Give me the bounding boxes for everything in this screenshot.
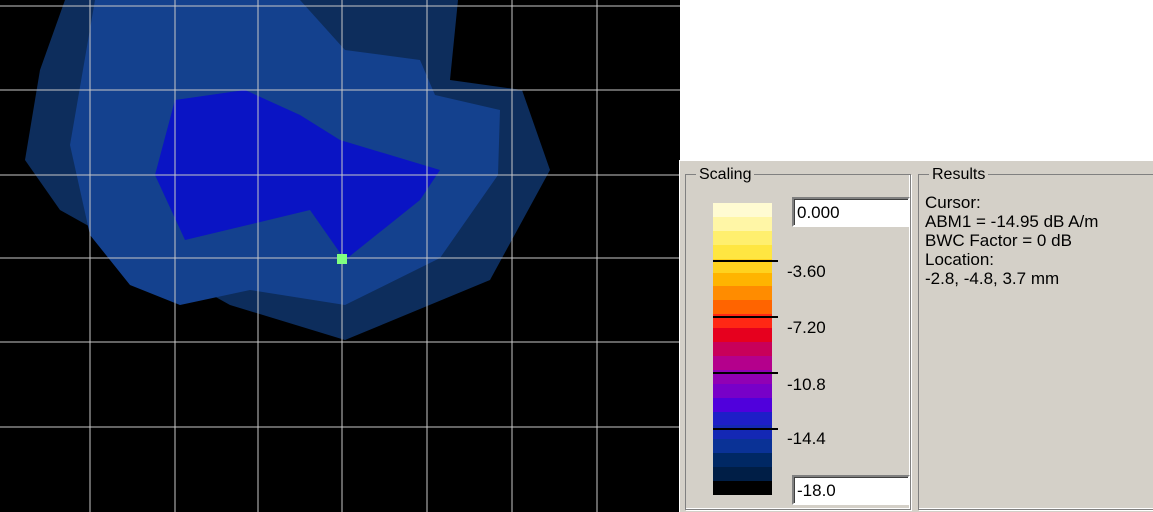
contour-map[interactable] <box>0 0 680 512</box>
results-group: Results Cursor: ABM1 = -14.95 dB A/m BWC… <box>918 166 1153 510</box>
location-value: -2.8, -4.8, 3.7 mm <box>925 269 1060 288</box>
color-scale-bar <box>713 203 772 496</box>
color-scale-tick <box>713 372 778 374</box>
bwc-factor: BWC Factor = 0 dB <box>925 231 1072 250</box>
scale-min-field[interactable]: -18.0 <box>792 475 910 505</box>
location-label: Location: <box>925 250 994 269</box>
color-band <box>713 383 772 399</box>
color-band <box>713 411 772 426</box>
scale-label-2: -7.20 <box>787 318 826 337</box>
scale-label-3: -10.8 <box>787 375 826 394</box>
results-title: Results <box>929 166 989 184</box>
color-band <box>713 342 772 357</box>
scale-label-1: -3.60 <box>787 262 826 281</box>
color-scale-tick <box>713 316 778 318</box>
scaling-title: Scaling <box>696 166 755 184</box>
color-band <box>713 272 772 287</box>
color-band <box>713 397 772 413</box>
color-band <box>713 355 772 371</box>
results-text: Cursor: ABM1 = -14.95 dB A/m BWC Factor … <box>925 193 1098 288</box>
color-scale-tick <box>713 428 778 430</box>
color-band <box>713 258 772 273</box>
color-band <box>713 286 772 301</box>
color-band <box>713 481 772 496</box>
scale-label-4: -14.4 <box>787 429 826 448</box>
color-band <box>713 230 772 246</box>
scale-max-field[interactable]: 0.000 <box>792 197 910 227</box>
color-band <box>713 216 772 232</box>
color-band <box>713 300 772 315</box>
color-band <box>713 439 772 454</box>
scaling-group: Scaling 0.000 -3.60 -7.20 -10.8 -14.4 -1… <box>685 166 911 510</box>
color-band <box>713 244 772 260</box>
cursor-label: Cursor: <box>925 193 981 212</box>
color-band <box>713 467 772 482</box>
color-band <box>713 453 772 468</box>
cursor-marker[interactable] <box>337 254 347 264</box>
side-panel: Scaling 0.000 -3.60 -7.20 -10.8 -14.4 -1… <box>679 160 1153 512</box>
color-scale-tick <box>713 260 778 262</box>
color-band <box>713 328 772 343</box>
color-band <box>713 203 772 218</box>
field-distribution-plot[interactable] <box>0 0 680 512</box>
abm-value: ABM1 = -14.95 dB A/m <box>925 212 1099 231</box>
